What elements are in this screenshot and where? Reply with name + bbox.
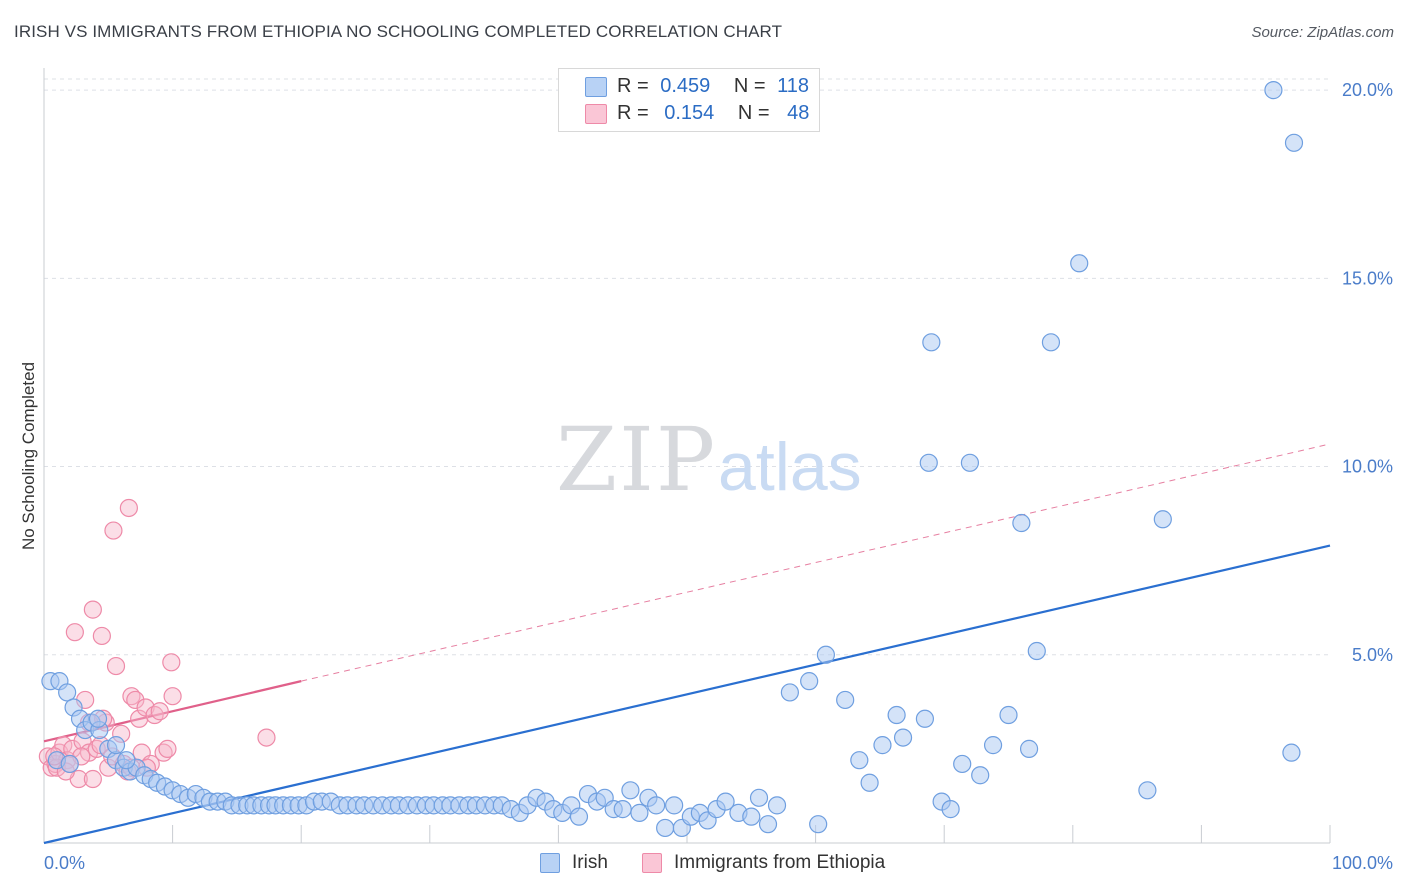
irish-r-label: R = xyxy=(617,75,649,97)
irish-point xyxy=(656,818,675,838)
irish-point xyxy=(1282,743,1301,762)
irish-point xyxy=(1041,333,1061,352)
y-tick-label: 20.0% xyxy=(1342,80,1393,100)
irish-point xyxy=(630,803,649,822)
irish-point xyxy=(1284,133,1304,152)
irish-point xyxy=(88,709,108,728)
irish-point xyxy=(850,751,869,770)
irish-point xyxy=(836,690,855,710)
irish-n-label: N = xyxy=(733,75,766,97)
irish-point xyxy=(117,751,136,770)
irish-point xyxy=(893,728,913,747)
ethiopia-swatch xyxy=(585,104,607,124)
ethiopia-point xyxy=(150,702,169,721)
irish-point xyxy=(971,766,990,785)
ethiopia-legend-label: Immigrants from Ethiopia xyxy=(674,852,886,873)
correlation-legend: R = 0.459 N = 118 R = 0.154 N = 48 xyxy=(558,68,820,132)
irish-point xyxy=(953,754,972,774)
ethiopia-point xyxy=(65,623,84,642)
irish-point xyxy=(1070,254,1089,273)
irish-point xyxy=(1264,81,1283,100)
ethiopia-point xyxy=(119,498,138,518)
ethiopia-points xyxy=(38,498,276,789)
y-tick-label: 5.0% xyxy=(1352,645,1393,665)
irish-r-value: 0.459 xyxy=(660,75,711,97)
irish-legend-label: Irish xyxy=(572,852,608,873)
irish-point xyxy=(960,453,980,472)
ethiopia-n-value: 48 xyxy=(787,102,810,124)
irish-point xyxy=(1138,781,1157,800)
y-tick-label: 15.0% xyxy=(1342,268,1393,288)
irish-point xyxy=(887,705,906,725)
ethiopia-r-value: 0.154 xyxy=(664,102,715,124)
watermark-zip: ZIP xyxy=(556,408,717,511)
ethiopia-point xyxy=(126,690,145,710)
irish-point xyxy=(767,796,787,815)
irish-point xyxy=(983,736,1003,755)
irish-point xyxy=(941,800,960,819)
ethiopia-point xyxy=(130,709,149,728)
x-tick-label: 0.0% xyxy=(44,853,85,873)
ethiopia-point xyxy=(163,687,182,706)
irish-point xyxy=(922,333,941,352)
irish-legend-swatch xyxy=(540,853,560,873)
ethiopia-point xyxy=(83,769,102,789)
irish-point xyxy=(809,815,828,834)
ethiopia-point xyxy=(83,600,102,619)
ethiopia-point xyxy=(162,653,181,672)
irish-point xyxy=(569,807,589,826)
irish-point xyxy=(915,709,935,728)
ethiopia-r-label: R = xyxy=(617,102,649,124)
irish-point xyxy=(780,683,799,702)
irish-point xyxy=(919,453,938,472)
ethiopia-n-label: N = xyxy=(737,102,770,124)
source-label: Source: ZipAtlas.com xyxy=(1251,24,1394,41)
irish-points xyxy=(41,81,1304,838)
irish-point xyxy=(749,788,769,807)
irish-point xyxy=(758,815,778,834)
irish-point xyxy=(742,807,761,826)
irish-point xyxy=(647,796,666,815)
y-axis-title: No Schooling Completed xyxy=(19,362,38,550)
irish-point xyxy=(621,781,640,800)
irish-trend-line xyxy=(43,544,1331,845)
chart-title: IRISH VS IMMIGRANTS FROM ETHIOPIA NO SCH… xyxy=(14,22,783,41)
irish-point xyxy=(800,672,819,691)
irish-point xyxy=(716,792,735,811)
ethiopia-point xyxy=(257,728,276,747)
irish-point xyxy=(873,736,892,755)
irish-point xyxy=(58,683,77,702)
irish-point xyxy=(999,705,1018,725)
watermark: ZIP atlas xyxy=(556,408,862,511)
watermark-atlas: atlas xyxy=(718,429,862,505)
irish-point xyxy=(860,773,879,792)
irish-point xyxy=(816,645,835,664)
ethiopia-point xyxy=(92,626,111,646)
irish-point xyxy=(106,736,126,755)
irish-point xyxy=(1019,739,1039,758)
ethiopia-legend-swatch xyxy=(642,853,662,873)
ethiopia-point xyxy=(158,739,177,758)
irish-point xyxy=(613,800,632,819)
ethiopia-point xyxy=(104,521,123,540)
irish-n-value: 118 xyxy=(777,75,810,97)
ethiopia-point xyxy=(106,656,126,676)
irish-point xyxy=(1027,641,1046,661)
irish-point xyxy=(1012,513,1031,533)
irish-point xyxy=(1153,510,1172,529)
irish-swatch xyxy=(585,77,607,97)
irish-point xyxy=(60,754,79,774)
y-tick-label: 10.0% xyxy=(1342,457,1393,477)
gridlines xyxy=(44,78,1330,656)
x-tick-label: 100.0% xyxy=(1332,853,1393,873)
irish-point xyxy=(665,796,684,815)
axis-labels: No Schooling Completed 5.0% 10.0% 15.0% 20.… xyxy=(19,80,1393,873)
